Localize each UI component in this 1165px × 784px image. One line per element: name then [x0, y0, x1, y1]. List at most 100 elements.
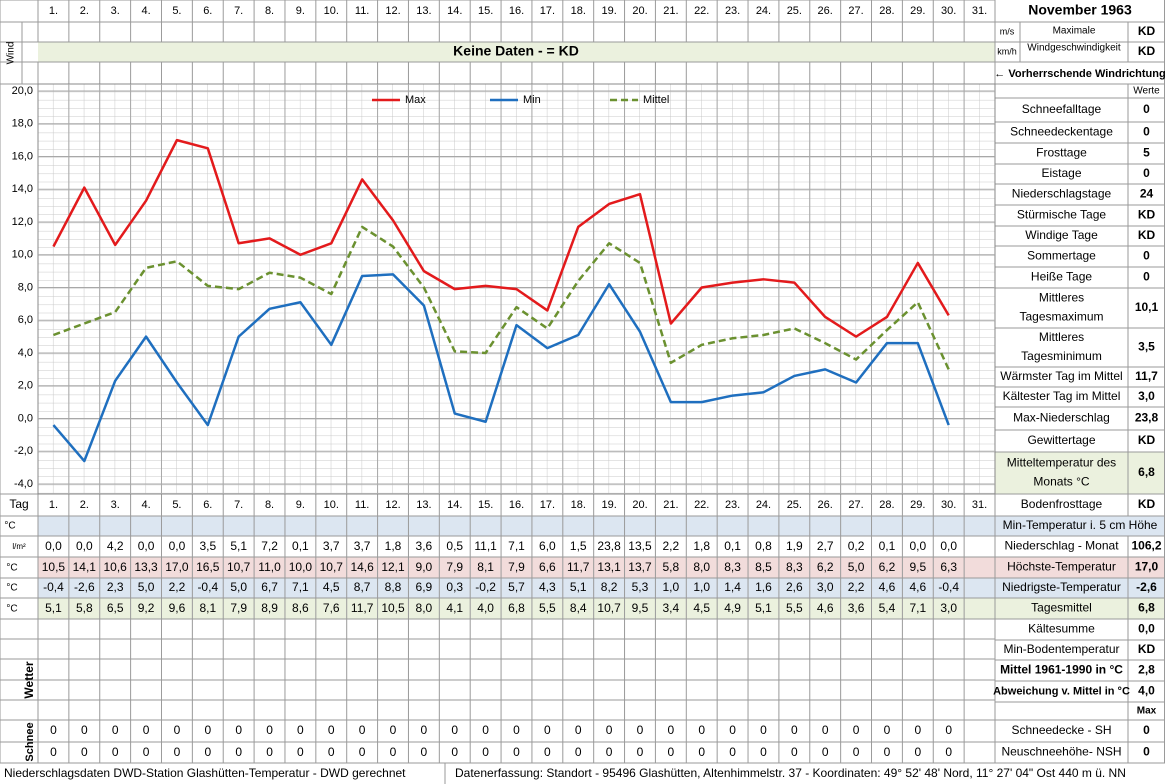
day-header: 19.: [601, 499, 616, 511]
temperature-cell: 4,0: [477, 601, 494, 615]
day-header: 30.: [941, 499, 956, 511]
summary-value: -2,6: [1136, 580, 1157, 594]
stats-label: Windige Tage: [1025, 228, 1098, 242]
temperature-cell: 9,6: [169, 601, 186, 615]
day-header: 13.: [416, 5, 431, 17]
summary-label: Niedrigste-Temperatur: [1002, 580, 1121, 594]
day-header: 23.: [725, 499, 740, 511]
temperature-cell: 5,0: [230, 580, 247, 594]
precipitation-cell: 2,2: [663, 539, 680, 553]
row-bg: [995, 557, 1165, 578]
day-header: 17.: [540, 5, 555, 17]
temperature-cell: 4,6: [879, 580, 896, 594]
day-header: 20.: [632, 499, 647, 511]
y-tick-label: 8,0: [18, 281, 33, 293]
temperature-cell: 6,2: [879, 560, 896, 574]
temperature-cell: 8,2: [601, 580, 618, 594]
temperature-cell: 17,0: [165, 560, 189, 574]
stats-label: Kältester Tag im Mittel: [1003, 389, 1121, 403]
day-header: 27.: [848, 499, 863, 511]
snow-cell: 0: [359, 723, 366, 737]
temperature-cell: 5,1: [570, 580, 587, 594]
temperature-cell: 9,2: [138, 601, 155, 615]
snow-cell: 0: [698, 745, 705, 759]
temperature-cell: 8,4: [570, 601, 587, 615]
wind-max-value: KD: [1138, 24, 1156, 38]
snow-label: Schnee: [24, 722, 36, 761]
day-header: 3.: [111, 499, 120, 511]
day-header: 2.: [80, 499, 89, 511]
precipitation-cell: 0,1: [879, 539, 896, 553]
summary-label: Neuschneehöhe- NSH: [1001, 745, 1121, 759]
temperature-cell: 4,6: [817, 601, 834, 615]
precipitation-cell: 3,7: [354, 539, 371, 553]
temperature-cell: -0,4: [197, 580, 218, 594]
temperature-cell: 5,1: [755, 601, 772, 615]
summary-value: 6,8: [1138, 601, 1155, 615]
snow-cell: 0: [729, 745, 736, 759]
stats-header: Werte: [1133, 86, 1160, 97]
temperature-cell: 6,5: [107, 601, 124, 615]
temperature-cell: 5,0: [138, 580, 155, 594]
snow-cell: 0: [884, 745, 891, 759]
temperature-cell: 7,9: [446, 560, 463, 574]
precipitation-cell: 0,5: [446, 539, 463, 553]
precipitation-cell: 7,1: [508, 539, 525, 553]
snow-cell: 0: [668, 723, 675, 737]
stats-value: KD: [1138, 208, 1156, 222]
precipitation-cell: 0,1: [724, 539, 741, 553]
snow-cell: 0: [544, 723, 551, 737]
snow-cell: 0: [143, 723, 150, 737]
temperature-cell: 2,3: [107, 580, 124, 594]
day-header: 29.: [910, 5, 925, 17]
precipitation-cell: 0,0: [45, 539, 62, 553]
temperature-cell: 8,6: [292, 601, 309, 615]
row-bg: [995, 598, 1165, 619]
y-tick-label: 2,0: [18, 380, 33, 392]
y-tick-label: 6,0: [18, 314, 33, 326]
temperature-cell: 1,6: [755, 580, 772, 594]
temperature-cell: 6,6: [539, 560, 556, 574]
snow-cell: 0: [81, 745, 88, 759]
stats-value: 0: [1143, 270, 1150, 284]
temperature-cell: 14,1: [73, 560, 97, 574]
stats-value: 11,7: [1135, 369, 1158, 383]
stats-label: Mittleres: [1039, 291, 1084, 305]
temperature-cell: 1,0: [693, 580, 710, 594]
snow-cell: 0: [204, 723, 211, 737]
day-header: 29.: [910, 499, 925, 511]
row-bg: [995, 452, 1165, 494]
summary-value: 0: [1143, 745, 1150, 759]
temperature-cell: 6,9: [416, 580, 433, 594]
temperature-cell: 10,7: [597, 601, 621, 615]
stats-value: KD: [1138, 433, 1156, 447]
unit: °C: [6, 583, 17, 594]
temperature-cell: 4,9: [724, 601, 741, 615]
snow-cell: 0: [451, 745, 458, 759]
snow-cell: 0: [729, 723, 736, 737]
temperature-cell: 6,7: [261, 580, 278, 594]
temperature-cell: -0,4: [938, 580, 959, 594]
day-header: 5.: [172, 499, 181, 511]
stats-label: Max-Niederschlag: [1013, 411, 1110, 425]
snow-cell: 0: [914, 745, 921, 759]
day-header: 31.: [972, 5, 987, 17]
summary-label: Höchste-Temperatur: [1007, 560, 1116, 574]
day-header: 14.: [447, 499, 462, 511]
snow-cell: 0: [421, 745, 428, 759]
day-header: 20.: [632, 5, 647, 17]
snow-cell: 0: [945, 723, 952, 737]
wind-max-value: KD: [1138, 44, 1156, 58]
day-header: 4.: [141, 499, 150, 511]
stats-value: 0: [1143, 125, 1150, 139]
precipitation-cell: 4,2: [107, 539, 124, 553]
temperature-cell: 11,0: [258, 560, 281, 574]
stats-label: Eistage: [1041, 166, 1081, 180]
summary-value: 2,8: [1138, 663, 1155, 677]
day-header: 9.: [296, 499, 305, 511]
temperature-cell: 6,2: [817, 560, 834, 574]
temperature-cell: 3,6: [848, 601, 865, 615]
temperature-cell: 9,5: [632, 601, 649, 615]
summary-value: 17,0: [1135, 560, 1159, 574]
summary-value: 4,0: [1138, 684, 1155, 698]
